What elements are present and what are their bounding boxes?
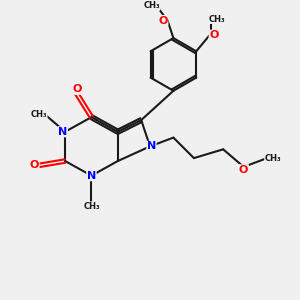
Text: O: O [239, 165, 248, 175]
Text: CH₃: CH₃ [208, 15, 225, 24]
Text: N: N [87, 171, 96, 181]
Text: CH₃: CH₃ [143, 2, 160, 10]
Text: O: O [72, 84, 82, 94]
Text: N: N [58, 127, 68, 137]
Text: O: O [158, 16, 168, 26]
Text: N: N [147, 141, 156, 152]
Text: O: O [30, 160, 39, 170]
Text: CH₃: CH₃ [31, 110, 47, 119]
Text: CH₃: CH₃ [265, 154, 281, 163]
Text: CH₃: CH₃ [83, 202, 100, 211]
Text: O: O [209, 30, 218, 40]
